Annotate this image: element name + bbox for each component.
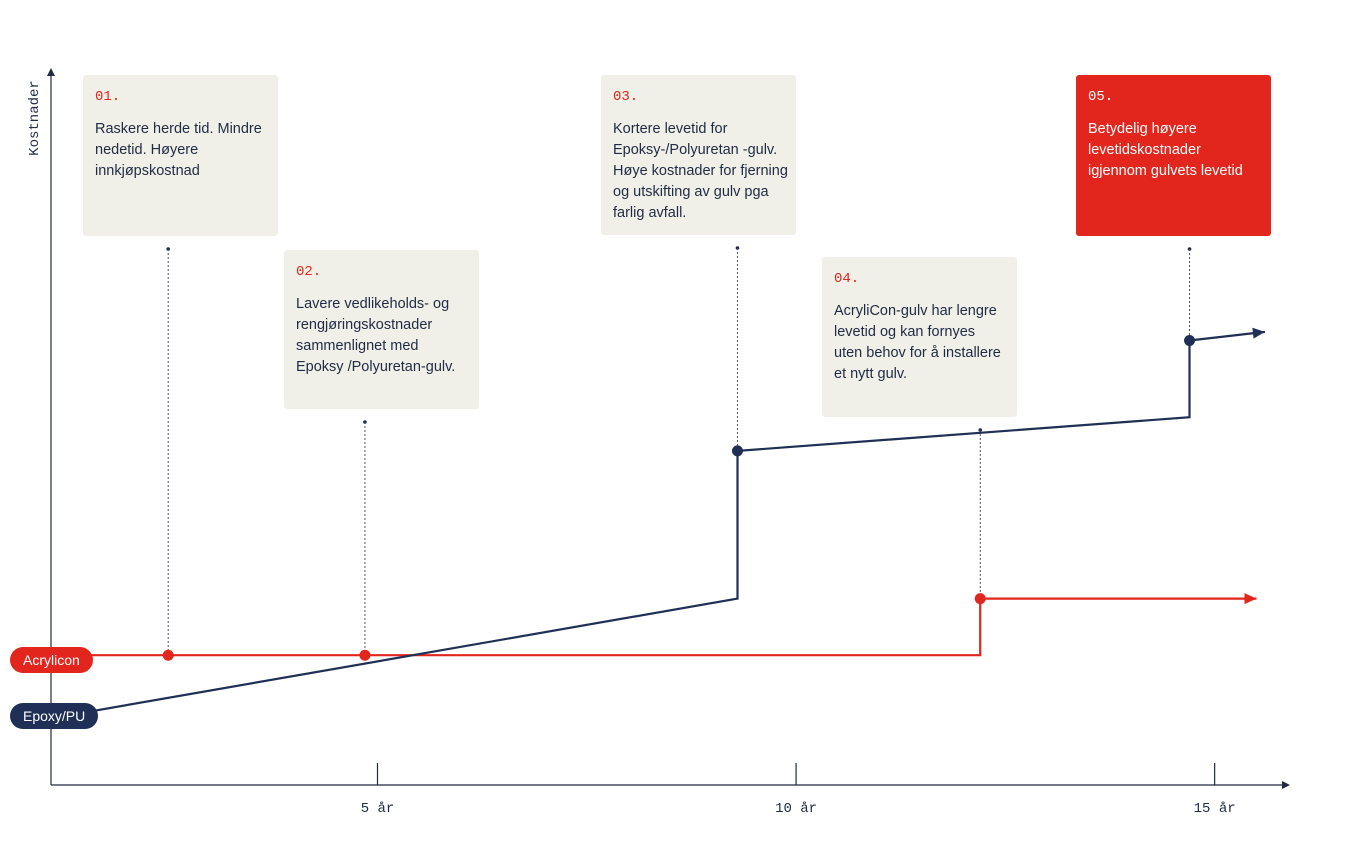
- series-marker-acrylicon: [359, 649, 371, 661]
- series-marker-epoxy: [731, 445, 743, 457]
- series-markers: [162, 334, 1196, 661]
- annotation-leaders: [166, 246, 1192, 656]
- annotation-text: Betydelig høyere levetidskostnader igjen…: [1088, 121, 1243, 179]
- annotation-card-01: 01. Raskere herde tid. Mindre nedetid. H…: [83, 75, 278, 236]
- annotation-card-02: 02. Lavere vedlikeholds- og rengjøringsk…: [284, 250, 479, 409]
- series-label-epoxy: Epoxy/PU: [10, 703, 99, 729]
- x-axis-arrow: [1282, 781, 1290, 789]
- series-line-acrylicon: [51, 597, 1257, 657]
- series-label-acrylicon: Acrylicon: [10, 647, 93, 673]
- annotation-text: Kortere levetid for Epoksy-/Polyuretan -…: [613, 121, 788, 221]
- x-tick-label: 15 år: [1194, 801, 1236, 817]
- annotation-number: 02.: [296, 264, 322, 280]
- series-marker-epoxy: [1184, 334, 1196, 346]
- series-lines: [50, 327, 1266, 720]
- y-axis-label: Kostnader: [27, 80, 43, 156]
- annotation-text: AcryliCon-gulv har lengre levetid og kan…: [834, 303, 1001, 382]
- annotation-card-05: 05. Betydelig høyere levetidskostnader i…: [1076, 75, 1271, 236]
- x-tick-label: 5 år: [361, 801, 395, 817]
- annotation-number: 03.: [613, 89, 639, 105]
- annotation-number: 01.: [95, 89, 121, 105]
- series-marker-acrylicon: [162, 649, 174, 661]
- annotation-card-03: 03. Kortere levetid for Epoksy-/Polyuret…: [601, 75, 796, 235]
- annotation-number: 05.: [1088, 89, 1114, 105]
- series-arrow-epoxy: [1252, 327, 1265, 339]
- annotation-text: Lavere vedlikeholds- og rengjøringskostn…: [296, 296, 456, 375]
- x-ticks: 5 år 10 år 15 år: [361, 763, 1236, 817]
- x-tick-label: 10 år: [775, 801, 817, 817]
- annotation-number: 04.: [834, 271, 860, 287]
- series-marker-acrylicon: [974, 593, 986, 605]
- series-line-epoxy: [50, 330, 1266, 720]
- annotation-text: Raskere herde tid. Mindre nedetid. Høyer…: [95, 121, 262, 179]
- y-axis-arrow: [47, 68, 55, 76]
- annotation-card-04: 04. AcryliCon-gulv har lengre levetid og…: [822, 257, 1017, 417]
- series-arrow-acrylicon: [1244, 593, 1257, 605]
